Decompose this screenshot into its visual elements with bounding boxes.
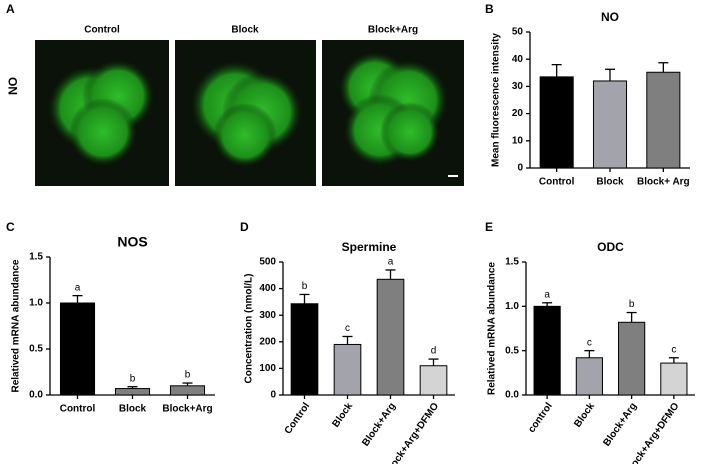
significance-letter: c — [587, 337, 592, 348]
chart-title: NO — [601, 10, 619, 24]
significance-letter: c — [345, 323, 350, 334]
significance-letter: d — [431, 346, 437, 357]
column-label: Block+Arg — [368, 25, 418, 36]
micrograph — [35, 40, 169, 186]
x-tick-label: Block — [596, 177, 624, 188]
x-tick-label: Control — [539, 177, 575, 188]
x-tick-label: Block — [572, 401, 597, 430]
column-label: Block — [231, 25, 259, 36]
panel-label: D — [240, 220, 249, 234]
column-label: Control — [84, 25, 120, 36]
panel-label: A — [6, 2, 15, 16]
bar — [592, 80, 628, 169]
y-tick-label: 0.0 — [29, 390, 43, 401]
significance-letter: a — [388, 257, 394, 268]
y-tick-label: 20 — [512, 108, 524, 119]
y-tick-label: 500 — [259, 257, 276, 268]
panel-label: E — [485, 220, 493, 234]
y-tick-label: 30 — [512, 81, 524, 92]
bar — [169, 385, 206, 396]
x-tick-label: control — [526, 401, 555, 435]
y-axis-label: Relatived mRNA abundance — [487, 262, 498, 395]
chart-title: ODC — [597, 240, 624, 254]
bar — [646, 71, 681, 169]
y-tick-label: 10 — [512, 135, 524, 146]
y-axis-label: Mean fluorescence intensity — [491, 33, 502, 167]
chart-title: NOS — [117, 234, 147, 250]
significance-letter: b — [130, 373, 136, 384]
x-tick-label: Control — [60, 404, 96, 415]
x-tick-label: Block+Arg — [162, 404, 212, 415]
x-tick-label: Block+ Arg — [637, 177, 690, 188]
y-tick-label: 1.5 — [505, 257, 519, 268]
significance-letter: a — [75, 282, 81, 293]
panel-label: B — [485, 2, 494, 16]
significance-letter: c — [671, 344, 676, 355]
y-tick-label: 200 — [259, 336, 276, 347]
bar — [539, 76, 574, 169]
significance-letter: a — [544, 289, 550, 300]
y-tick-label: 1.0 — [29, 298, 43, 309]
y-tick-label: 100 — [259, 363, 276, 374]
significance-letter: b — [629, 299, 635, 310]
y-tick-label: 0.5 — [505, 345, 519, 356]
bar — [575, 357, 603, 396]
y-tick-label: 0.0 — [505, 390, 519, 401]
y-axis-label: Relatived mRNA abundance — [11, 259, 22, 392]
significance-letter: b — [185, 370, 191, 381]
y-tick-label: 40 — [512, 54, 524, 65]
bar — [533, 305, 561, 396]
x-tick-label: Block — [119, 404, 147, 415]
x-tick-label: Block+Arg — [360, 401, 398, 449]
bar — [376, 278, 405, 396]
y-axis-label: Concentration (nmol/L) — [244, 274, 255, 384]
bar — [660, 362, 688, 396]
y-tick-label: 1.5 — [29, 252, 43, 263]
y-tick-label: 0 — [270, 390, 276, 401]
y-tick-label: 400 — [259, 283, 276, 294]
bar — [419, 365, 448, 396]
row-label: NO — [6, 77, 20, 95]
bar — [59, 302, 96, 396]
y-tick-label: 300 — [259, 310, 276, 321]
significance-letter: b — [302, 281, 308, 292]
micrograph — [322, 40, 464, 186]
bar — [618, 321, 646, 396]
x-tick-label: Control — [283, 401, 313, 437]
x-tick-label: Block — [330, 401, 355, 430]
y-tick-label: 0 — [517, 163, 523, 174]
bar — [114, 388, 151, 396]
bar — [333, 343, 362, 396]
micrograph — [175, 40, 316, 186]
x-tick-label: Block+Arg — [601, 401, 639, 449]
y-tick-label: 50 — [512, 27, 524, 38]
y-tick-label: 1.0 — [505, 301, 519, 312]
chart-title: Spermine — [342, 240, 397, 254]
y-tick-label: 0.5 — [29, 344, 43, 355]
panel-label: C — [6, 220, 15, 234]
bar — [290, 303, 319, 396]
